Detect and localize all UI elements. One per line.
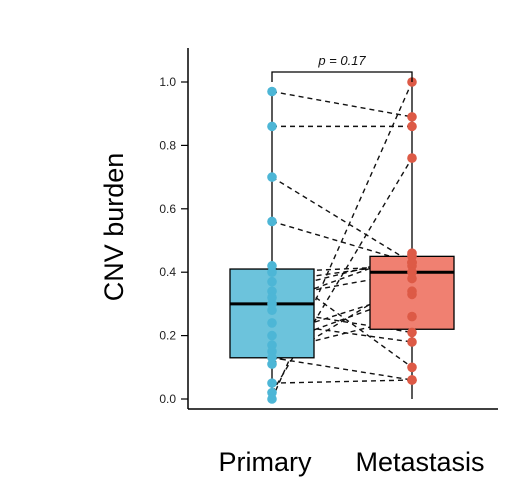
primary-point [267,330,277,341]
y-tick-label: 1.0 [159,75,176,89]
primary-point [267,359,277,369]
primary-point [267,318,277,328]
metastasis-point [407,248,417,258]
metastasis-point [407,112,417,122]
y-tick-label: 0.6 [159,202,176,216]
metastasis-point [407,362,417,373]
y-tick-label: 0.4 [159,265,176,279]
primary-point [267,276,277,287]
primary-point [267,267,277,278]
metastasis-point [407,327,417,338]
pair-line [271,176,413,264]
metastasis-point [407,311,417,322]
y-axis-title: CNV burden [99,153,129,302]
y-tick-label: 0.8 [159,138,176,152]
primary-point [267,394,277,404]
metastasis-point [407,375,417,385]
chart-labels: CNV burden Primary Metastasis p = 0.17 [99,53,485,477]
x-category-label: Metastasis [355,447,484,477]
data-points [267,77,417,404]
primary-point [267,378,277,388]
metastasis-point [407,273,417,284]
y-tick-label: 0.2 [159,329,176,343]
metastasis-point [407,153,417,163]
pair-line [271,252,413,305]
primary-point [267,216,277,227]
primary-point [267,172,277,182]
chart-axes: 0.0 0.2 0.4 0.6 0.8 1.0 [159,48,498,410]
pair-line [271,322,413,343]
y-tick-label: 0.0 [159,392,176,406]
pair-line [271,90,413,118]
metastasis-point [407,337,417,347]
significance-bracket [271,71,413,82]
primary-point [267,305,277,316]
pair-line [271,293,413,346]
pair-line [271,379,413,384]
pair-line [271,357,413,381]
primary-point [267,121,277,132]
x-category-label: Primary [219,447,312,477]
metastasis-point [407,121,417,132]
p-value-label: p = 0.17 [317,53,366,68]
primary-point [267,86,277,97]
pair-line [271,290,413,337]
metastasis-point [407,289,417,300]
